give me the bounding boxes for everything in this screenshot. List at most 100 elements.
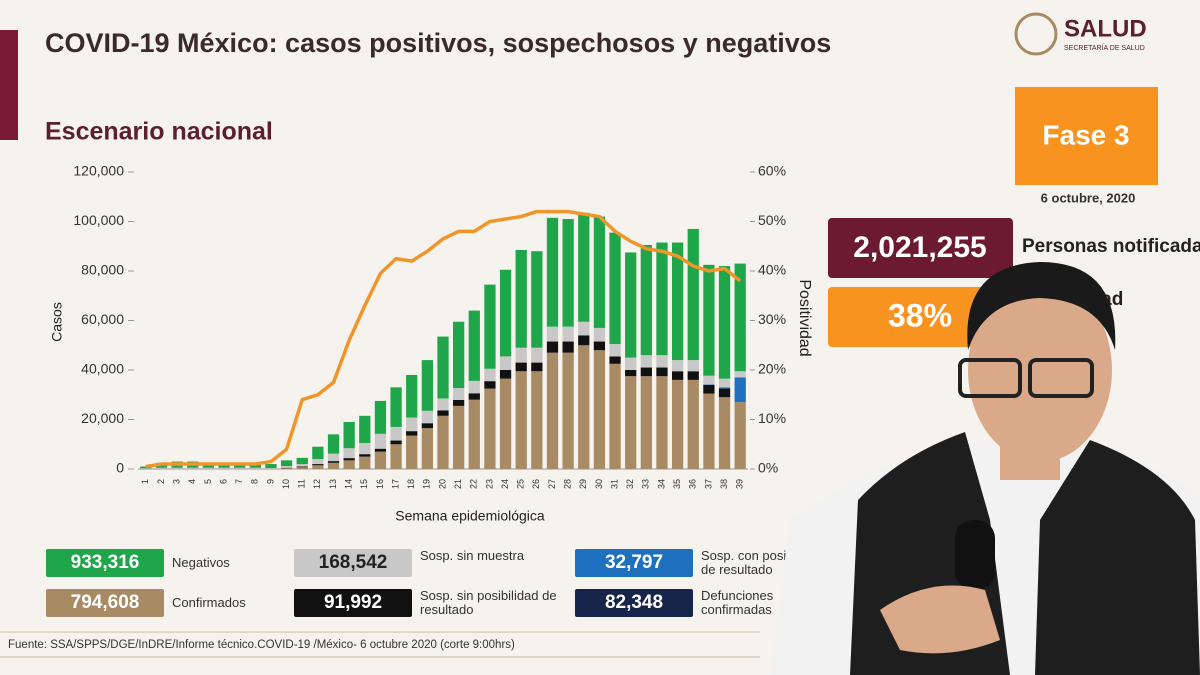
hand (880, 585, 1000, 654)
x-tick-label: 3 (171, 479, 181, 484)
x-tick-label: 31 (609, 479, 619, 489)
bar-segment (390, 387, 402, 427)
stat-label: Sosp. sin posibilidad de resultado (420, 588, 557, 617)
stat-value: 168,542 (294, 549, 412, 577)
bar-segment (421, 423, 433, 429)
bar-segment (437, 398, 449, 411)
bar-segment (296, 466, 308, 468)
bar-segment (390, 440, 402, 445)
y-tick-label: 80,000 (81, 262, 124, 278)
bar-segment (625, 357, 637, 370)
bar-segment (484, 284, 496, 369)
bar-segment (171, 467, 183, 469)
x-tick-label: 33 (641, 479, 651, 489)
bar-segment (453, 399, 465, 406)
bar-segment (687, 379, 699, 469)
bar-segment (625, 252, 637, 358)
stat-value: 933,316 (46, 549, 164, 577)
subtitle: Escenario nacional (45, 118, 273, 146)
x-tick-label: 19 (422, 479, 432, 489)
bar-segment (453, 405, 465, 469)
y2-tick-label: 60% (758, 163, 786, 179)
x-tick-label: 9 (265, 479, 275, 484)
positivity-box (828, 287, 1013, 347)
bar-segment (687, 228, 699, 361)
phase: Fase 3 (1042, 119, 1129, 150)
bar-segment (578, 321, 590, 336)
y2-tick-label: 10% (758, 410, 786, 426)
bar-segment (374, 448, 387, 452)
bar-segment (499, 356, 512, 370)
accent-bar (0, 30, 18, 140)
bar-segment (531, 251, 543, 348)
logo-emblem (1014, 12, 1058, 56)
bar-segment (359, 443, 371, 455)
bar-segment (187, 467, 199, 469)
bar-segment (515, 362, 527, 372)
bar-segment (718, 397, 731, 469)
bar-segment (609, 356, 621, 364)
bar-segment (671, 360, 684, 372)
footer: Fuente: SSA/SPPS/DGE/InDRE/Informe técni… (8, 639, 515, 651)
bar-segment (343, 460, 355, 469)
microphone (955, 520, 995, 590)
y2-tick-label: 0% (758, 460, 778, 476)
people-value: 2,021,255 (853, 231, 986, 264)
stat-label: Defunciones confirmadas (701, 588, 774, 617)
bar-segment (155, 467, 168, 469)
bar-segment (468, 310, 480, 381)
y-tick-label: 120,000 (73, 163, 124, 179)
x-tick-label: 14 (344, 479, 354, 489)
x-tick-label: 12 (312, 479, 322, 489)
bar-segment (578, 212, 590, 322)
x-tick-label: 30 (594, 479, 604, 489)
bar-segment (562, 219, 574, 327)
bar-segment (249, 467, 261, 469)
stat-value: 82,348 (575, 589, 693, 617)
x-tick-label: 11 (297, 479, 307, 488)
bar-segment (593, 341, 606, 351)
bar-segment (671, 371, 684, 380)
y2-tick-label: 50% (758, 212, 786, 228)
x-tick-label: 7 (234, 479, 244, 484)
phase-box (1015, 87, 1158, 185)
y-tick-label: 0 (116, 460, 124, 476)
bar-segment (640, 355, 652, 368)
bar-segment (453, 388, 465, 400)
x-tick-label: 28 (563, 479, 573, 489)
date: 6 octubre, 2020 (1041, 190, 1136, 205)
bar-segment (421, 410, 433, 424)
bar-segment (656, 367, 668, 377)
bar-segment (640, 367, 652, 377)
bar-segment (468, 380, 480, 394)
x-tick-label: 23 (484, 479, 494, 489)
bar-segment (218, 467, 230, 469)
x-tick-label: 15 (359, 479, 369, 489)
bar-segment (562, 341, 574, 353)
bar-segment (671, 379, 684, 469)
x-tick-label: 10 (281, 479, 291, 489)
bar-segment (734, 371, 746, 378)
bar-segment (703, 393, 715, 469)
bar-segment (625, 370, 637, 377)
bar-segment (703, 384, 715, 394)
x-axis-label: Semana epidemiológica (395, 508, 545, 524)
bar-segment (202, 467, 215, 469)
bar-segment (656, 355, 668, 368)
bar-segment (546, 326, 559, 342)
bar-segment (140, 466, 152, 469)
positivity-value: 38% (888, 297, 952, 333)
bar-segment (609, 344, 621, 357)
y-tick-label: 20,000 (81, 410, 124, 426)
x-tick-label: 4 (187, 479, 197, 484)
bar-segment (343, 421, 355, 449)
bar-segment (312, 465, 324, 469)
bar-segment (312, 446, 324, 460)
x-tick-label: 39 (735, 479, 745, 489)
bar-segment (359, 456, 371, 469)
x-tick-label: 16 (375, 479, 385, 489)
bar-segment (390, 444, 402, 469)
bar-segment (687, 371, 699, 380)
head (968, 278, 1112, 462)
